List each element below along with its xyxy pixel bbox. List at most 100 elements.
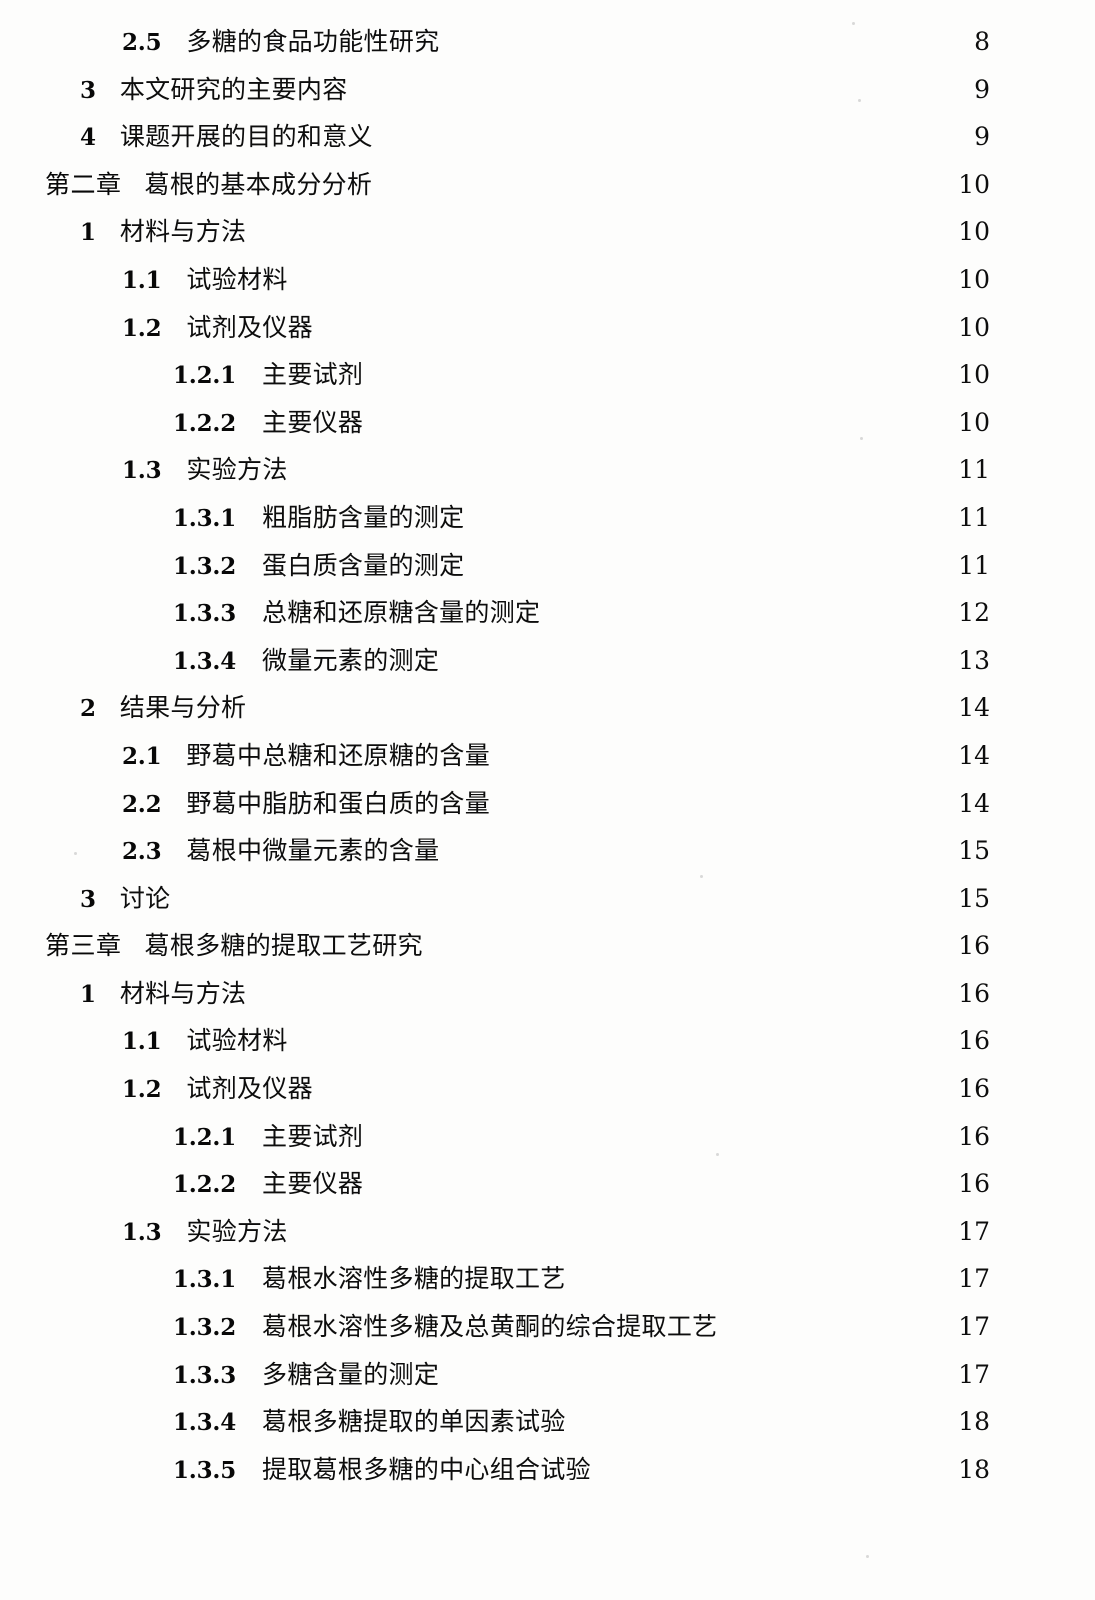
toc-dot-leader: [290, 462, 955, 478]
toc-dot-leader: [466, 510, 955, 526]
toc-entry-number: 2.3: [122, 838, 162, 866]
toc-dot-leader: [248, 986, 955, 1002]
toc-dot-leader: [425, 938, 955, 954]
toc-entry-title: 微量元素的测定: [262, 645, 440, 675]
toc-entry-title: 葛根中微量元素的含量: [186, 836, 440, 866]
toc-entry-page-number: 18: [958, 1454, 990, 1484]
toc-entry[interactable]: 1.2.2 主要仪器 16: [0, 1164, 1095, 1212]
toc-entry[interactable]: 2 结果与分析 14: [0, 688, 1095, 736]
toc-entry-title: 蛋白质含量的测定: [262, 550, 465, 580]
toc-dot-leader: [441, 34, 955, 50]
toc-entry-number: 1.2: [122, 1076, 162, 1104]
toc-dot-leader: [375, 129, 955, 145]
toc-entry-title: 本文研究的主要内容: [119, 74, 348, 104]
toc-dot-leader: [441, 1367, 955, 1383]
toc-entry-page-number: 10: [958, 169, 990, 199]
toc-entry[interactable]: 2.1 野葛中总糖和还原糖的含量 14: [0, 736, 1095, 784]
toc-entry[interactable]: 1 材料与方法 16: [0, 974, 1095, 1022]
toc-entry-number: 1.2.1: [173, 1123, 237, 1151]
toc-entry-page-number: 16: [958, 1121, 990, 1151]
toc-entry[interactable]: 1.2.2 主要仪器 10: [0, 403, 1095, 451]
toc-entry[interactable]: 3 本文研究的主要内容 9: [0, 70, 1095, 118]
toc-entry-page-number: 17: [958, 1216, 990, 1246]
toc-entry-number: 3: [80, 885, 96, 913]
toc-entry[interactable]: 1.3.3 多糖含量的测定 17: [0, 1355, 1095, 1403]
toc-dot-leader: [593, 1462, 955, 1478]
toc-entry[interactable]: 1.1 试验材料 10: [0, 260, 1095, 308]
toc-entry[interactable]: 1.2.1 主要试剂 16: [0, 1117, 1095, 1165]
toc-dot-leader: [492, 748, 955, 764]
toc-entry-title: 主要仪器: [262, 1169, 364, 1199]
toc-entry[interactable]: 1.1 试验材料 16: [0, 1021, 1095, 1069]
toc-entry-page-number: 16: [958, 1169, 990, 1199]
toc-dot-leader: [365, 1176, 955, 1192]
toc-entry-number: 1: [80, 980, 96, 1008]
toc-entry[interactable]: 1.3.2 葛根水溶性多糖及总黄酮的综合提取工艺 17: [0, 1307, 1095, 1355]
toc-entry-page-number: 17: [958, 1359, 990, 1389]
toc-entry-number: 1.3: [122, 1218, 162, 1246]
toc-entry[interactable]: 2.3 葛根中微量元素的含量 15: [0, 831, 1095, 879]
toc-dot-leader: [719, 1319, 955, 1335]
toc-entry[interactable]: 1.3.4 微量元素的测定 13: [0, 641, 1095, 689]
toc-entry[interactable]: 1.3.2 蛋白质含量的测定 11: [0, 546, 1095, 594]
toc-dot-leader: [248, 700, 955, 716]
toc-entry[interactable]: 1.3.3 总糖和还原糖含量的测定 12: [0, 593, 1095, 641]
toc-entry[interactable]: 3 讨论 15: [0, 879, 1095, 927]
toc-entry[interactable]: 1.3 实验方法 11: [0, 450, 1095, 498]
toc-dot-leader: [365, 415, 955, 431]
toc-entry[interactable]: 1 材料与方法 10: [0, 212, 1095, 260]
toc-entry[interactable]: 1.2.1 主要试剂 10: [0, 355, 1095, 403]
toc-entry-number: 3: [80, 76, 96, 104]
scan-speck: [866, 1555, 869, 1558]
toc-entry-title: 主要试剂: [262, 1121, 364, 1151]
toc-entry-page-number: 13: [958, 645, 990, 675]
toc-entry-title: 试验材料: [186, 1026, 288, 1056]
toc-entry-number: 1.3.2: [173, 552, 237, 580]
toc-dot-leader: [290, 272, 955, 288]
toc-entry-page-number: 10: [958, 360, 990, 390]
toc-entry-page-number: 15: [958, 836, 990, 866]
toc-entry[interactable]: 2.5 多糖的食品功能性研究 8: [0, 22, 1095, 70]
toc-entry[interactable]: 1.3.5 提取葛根多糖的中心组合试验 18: [0, 1450, 1095, 1498]
toc-entry[interactable]: 1.3 实验方法 17: [0, 1212, 1095, 1260]
toc-entry-title: 葛根水溶性多糖及总黄酮的综合提取工艺: [262, 1312, 718, 1342]
toc-entry-title: 野葛中脂肪和蛋白质的含量: [186, 788, 491, 818]
toc-entry-title: 实验方法: [186, 455, 288, 485]
toc-entry-page-number: 15: [958, 883, 990, 913]
toc-dot-leader: [290, 1033, 955, 1049]
toc-entry-page-number: 14: [958, 740, 990, 770]
toc-entry-number: 1.3.5: [173, 1456, 237, 1484]
toc-entry-number: 2.2: [122, 790, 162, 818]
toc-entry-title: 葛根的基本成分分析: [144, 169, 373, 199]
toc-entry-number: 第二章: [45, 169, 122, 199]
toc-entry-number: 1.3.1: [173, 504, 237, 532]
toc-entry[interactable]: 1.3.1 葛根水溶性多糖的提取工艺 17: [0, 1259, 1095, 1307]
toc-entry-title: 多糖含量的测定: [262, 1359, 440, 1389]
toc-entry-number: 2: [80, 695, 96, 723]
toc-entry-page-number: 16: [958, 931, 990, 961]
toc-entry-page-number: 14: [958, 693, 990, 723]
toc-entry[interactable]: 1.2 试剂及仪器 10: [0, 308, 1095, 356]
toc-entry-number: 1.3.3: [173, 1361, 237, 1389]
toc-dot-leader: [315, 1081, 955, 1097]
scan-speck: [852, 22, 855, 25]
scan-speck: [860, 437, 863, 440]
toc-entry[interactable]: 1.3.4 葛根多糖提取的单因素试验 18: [0, 1402, 1095, 1450]
toc-entry-page-number: 9: [974, 122, 990, 152]
toc-entry[interactable]: 2.2 野葛中脂肪和蛋白质的含量 14: [0, 784, 1095, 832]
toc-entry-page-number: 10: [958, 312, 990, 342]
toc-dot-leader: [466, 558, 955, 574]
toc-dot-leader: [365, 367, 955, 383]
toc-entry-title: 材料与方法: [119, 978, 247, 1008]
scan-speck: [74, 852, 77, 855]
toc-entry-number: 1.2.2: [173, 409, 237, 437]
toc-entry[interactable]: 1.2 试剂及仪器 16: [0, 1069, 1095, 1117]
scan-speck: [858, 99, 861, 102]
toc-entry[interactable]: 1.3.1 粗脂肪含量的测定 11: [0, 498, 1095, 546]
toc-entry[interactable]: 4 课题开展的目的和意义 9: [0, 117, 1095, 165]
toc-entry-title: 试剂及仪器: [186, 1074, 313, 1104]
toc-entry-title: 结果与分析: [119, 693, 247, 723]
toc-entry-title: 多糖的食品功能性研究: [186, 27, 440, 56]
